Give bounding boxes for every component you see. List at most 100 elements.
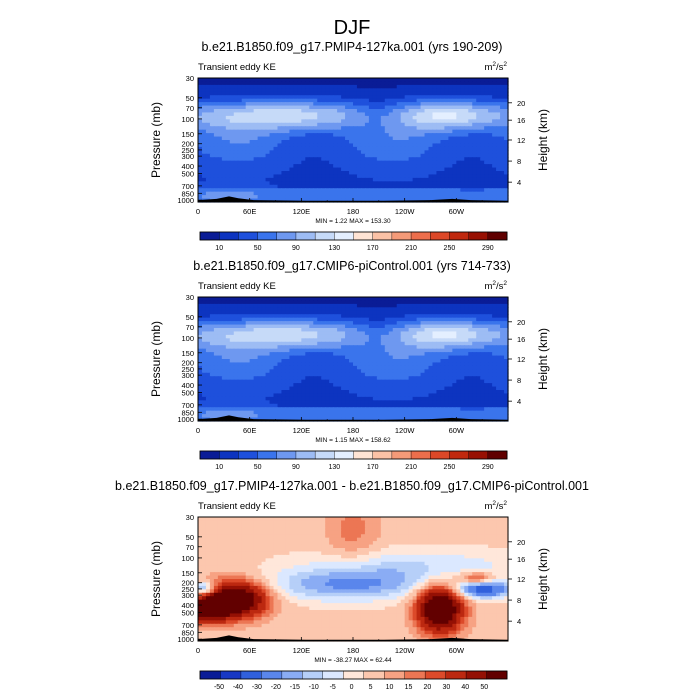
colorbar-swatch [240,670,262,680]
panel-1: b.e21.B1850.f09_g17.PMIP4-127ka.001 (yrs… [149,40,550,252]
min-max-stats: MIN = -38.27 MAX = 62.44 [314,657,392,664]
colorbar-swatch [302,670,324,680]
y-tick-label: 500 [181,388,194,397]
y-right-axis-label: Height (km) [536,548,550,610]
y-tick-label: 250 [181,585,194,594]
colorbar-swatch [314,450,335,460]
panel-title: b.e21.B1850.f09_g17.PMIP4-127ka.001 - b.… [115,479,589,493]
colorbar-swatch [199,670,221,680]
y-tick-label: 400 [181,381,194,390]
y-tick-label: 250 [181,365,194,374]
colorbar-label: 210 [405,464,417,471]
colorbar-swatch [404,670,426,680]
panel-title: b.e21.B1850.f09_g17.CMIP6-piControl.001 … [193,259,511,273]
y-tick-label: 250 [181,146,194,155]
y-tick-label: 200 [181,359,194,368]
colorbar-label: 50 [254,464,262,471]
x-tick-label: 60W [449,646,465,655]
colorbar-frame [199,670,508,680]
y-tick-label: 850 [181,408,194,417]
colorbar-swatch [353,450,374,460]
colorbar-swatch [372,231,393,241]
colorbar-swatch [218,450,239,460]
units-label: m2/s2 [484,280,507,292]
colorbar: 10 50 90 130 170 210 250 290 [199,231,508,252]
colorbar-swatch [238,450,259,460]
colorbar-label: 130 [328,464,340,471]
figure-title: DJF [334,17,371,39]
colorbar-swatch [334,450,354,460]
heatmap-field [198,78,509,203]
y-tick-label: 70 [186,104,194,113]
colorbar-label: 10 [215,464,223,471]
y-right-tick-label: 20 [517,538,525,547]
colorbar-frame [199,450,508,460]
y-right-axis-label: Height (km) [536,109,550,171]
colorbar-label: 50 [254,245,262,252]
colorbar-swatch [468,231,489,241]
colorbar-swatch [445,670,467,680]
colorbar-swatch [218,231,239,241]
colorbar-swatch [486,670,508,680]
y-right-tick-label: 16 [517,335,525,344]
min-max-stats: MIN = 1.22 MAX = 153.30 [315,218,391,225]
colorbar-swatch [449,450,470,460]
colorbar-swatch [295,450,316,460]
y-tick-label: 500 [181,608,194,617]
y-axis-label: Pressure (mb) [149,102,163,178]
x-tick-label: 60E [243,426,256,435]
colorbar-swatch [276,450,297,460]
colorbar-swatch [199,450,220,460]
x-tick-label: 120W [395,426,416,435]
y-tick-label: 300 [181,152,194,161]
colorbar-swatch [410,231,431,241]
colorbar-swatch [487,450,508,460]
panel-title: b.e21.B1850.f09_g17.PMIP4-127ka.001 (yrs… [202,40,503,54]
colorbar-frame [199,231,508,241]
colorbar-swatch [281,670,303,680]
colorbar-label: 290 [482,245,494,252]
y-tick-label: 100 [181,334,194,343]
colorbar-swatch [424,670,447,680]
colorbar-label: 0 [350,684,354,691]
y-tick-label: 1000 [177,415,194,424]
x-tick-label: 60W [449,426,465,435]
colorbar-label: 290 [482,464,494,471]
colorbar-label: 210 [405,245,417,252]
y-tick-label: 150 [181,569,194,578]
colorbar-swatch [343,670,365,680]
y-tick-label: 400 [181,601,194,610]
y-axis-label: Pressure (mb) [149,321,163,397]
x-tick-label: 180 [347,426,360,435]
colorbar-label: 170 [367,464,379,471]
colorbar-label: 130 [328,245,340,252]
heatmap-field [198,297,509,422]
y-right-tick-label: 4 [517,617,521,626]
colorbar-label: -30 [252,684,262,691]
x-tick-label: 180 [347,646,360,655]
x-tick-label: 120W [395,646,416,655]
x-tick-label: 0 [196,426,200,435]
colorbar-label: 20 [424,684,432,691]
colorbar-swatch [363,670,385,680]
colorbar-swatch [487,231,508,241]
colorbar-swatch [257,450,278,460]
y-tick-label: 300 [181,591,194,600]
colorbar-label: 30 [443,684,451,691]
colorbar-swatch [238,231,259,241]
colorbar-label: 40 [461,684,469,691]
y-tick-label: 70 [186,543,194,552]
colorbar-label: 170 [367,245,379,252]
y-right-tick-label: 8 [517,157,521,166]
colorbar-label: -10 [309,684,319,691]
colorbar-label: 90 [292,464,300,471]
x-tick-label: 0 [196,646,200,655]
colorbar-label: -50 [214,684,224,691]
colorbar-swatch [276,231,297,241]
colorbar-swatch [430,450,450,460]
x-tick-label: 180 [347,207,360,216]
x-tick-label: 120E [293,646,311,655]
y-tick-label: 50 [186,94,194,103]
colorbar-swatch [314,231,335,241]
